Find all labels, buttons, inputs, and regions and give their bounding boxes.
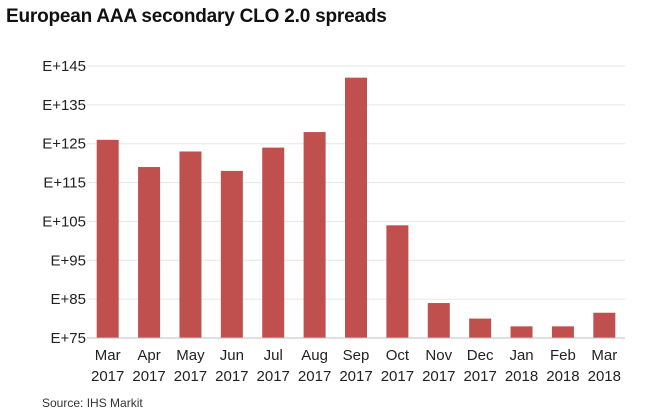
source-note: Source: IHS Markit [42, 396, 143, 410]
x-tick-label-month: Mar [95, 347, 121, 364]
x-tick-label-year: 2017 [132, 368, 165, 385]
x-tick-label-month: Feb [550, 347, 576, 364]
x-tick-label-year: 2017 [422, 368, 455, 385]
chart-title: European AAA secondary CLO 2.0 spreads [6, 6, 387, 27]
y-tick-label: E+105 [42, 213, 86, 230]
x-tick-label-year: 2017 [215, 368, 248, 385]
x-tick-label-year: 2017 [174, 368, 207, 385]
x-tick-label-month: Apr [137, 347, 160, 364]
bar [96, 139, 119, 338]
x-tick-label-month: Sep [343, 347, 370, 364]
x-tick-label-month: Jun [220, 347, 244, 364]
bar [345, 77, 367, 339]
x-tick-label-year: 2017 [257, 368, 290, 385]
x-tick-label-year: 2017 [298, 368, 331, 385]
bar [179, 151, 202, 338]
x-tick-label-month: Nov [425, 347, 452, 364]
bar [386, 225, 409, 338]
x-tick-label-month: May [176, 347, 205, 364]
x-tick-label-year: 2017 [91, 368, 124, 385]
x-tick-label-year: 2018 [588, 368, 621, 385]
bar [220, 170, 243, 338]
x-tick-label-month: Mar [591, 347, 617, 364]
x-tick-label-year: 2017 [463, 368, 496, 385]
x-tick-label-month: Jan [509, 347, 533, 364]
bar [138, 167, 161, 338]
bar [551, 326, 574, 338]
x-tick-label-year: 2017 [339, 368, 372, 385]
y-tick-label: E+135 [42, 97, 86, 114]
bar [469, 318, 492, 338]
x-tick-label-month: Aug [301, 347, 328, 364]
bars [96, 77, 616, 339]
x-tick-label-year: 2018 [505, 368, 538, 385]
x-axis: Mar 2017 Apr 2017 May 2017 Jun 2017 Jul 2017 Aug 20… [87, 337, 625, 385]
y-tick-label: E+125 [42, 136, 86, 153]
bar [593, 312, 616, 338]
y-tick-label: E+95 [51, 252, 86, 269]
y-tick-label: E+75 [51, 330, 86, 347]
x-tick-label-month: Dec [467, 347, 494, 364]
bar [510, 326, 533, 338]
bar [427, 303, 450, 338]
x-tick-label-month: Jul [264, 347, 283, 364]
y-tick-label: E+115 [43, 175, 86, 192]
bar [262, 147, 285, 338]
y-tick-label: E+145 [42, 58, 86, 75]
y-tick-label: E+85 [51, 291, 86, 308]
x-tick-label-month: Oct [386, 347, 410, 364]
x-tick-label-year: 2018 [546, 368, 579, 385]
x-tick-label-year: 2017 [381, 368, 414, 385]
y-axis: E+75 E+85 E+95 E+105 E+115 E+125 E+135 E+145 [42, 58, 86, 347]
bar [303, 132, 326, 338]
